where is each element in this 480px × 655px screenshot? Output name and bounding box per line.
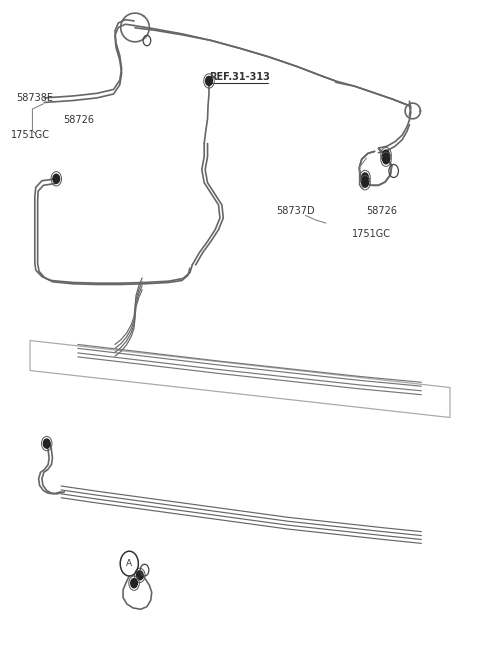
Circle shape — [131, 578, 137, 588]
Circle shape — [383, 155, 389, 164]
Text: 1751GC: 1751GC — [352, 229, 391, 240]
Text: 58738E: 58738E — [16, 93, 53, 103]
Circle shape — [136, 571, 143, 580]
Circle shape — [205, 77, 212, 86]
Circle shape — [362, 178, 368, 187]
Text: 58726: 58726 — [366, 206, 397, 216]
Circle shape — [53, 174, 60, 183]
Text: A: A — [126, 559, 132, 568]
Text: 1751GC: 1751GC — [11, 130, 50, 140]
Circle shape — [362, 173, 368, 182]
Text: REF.31-313: REF.31-313 — [209, 71, 270, 82]
Text: 58737D: 58737D — [276, 206, 314, 216]
Circle shape — [383, 150, 389, 159]
Circle shape — [43, 439, 50, 448]
Text: 58726: 58726 — [63, 115, 95, 125]
